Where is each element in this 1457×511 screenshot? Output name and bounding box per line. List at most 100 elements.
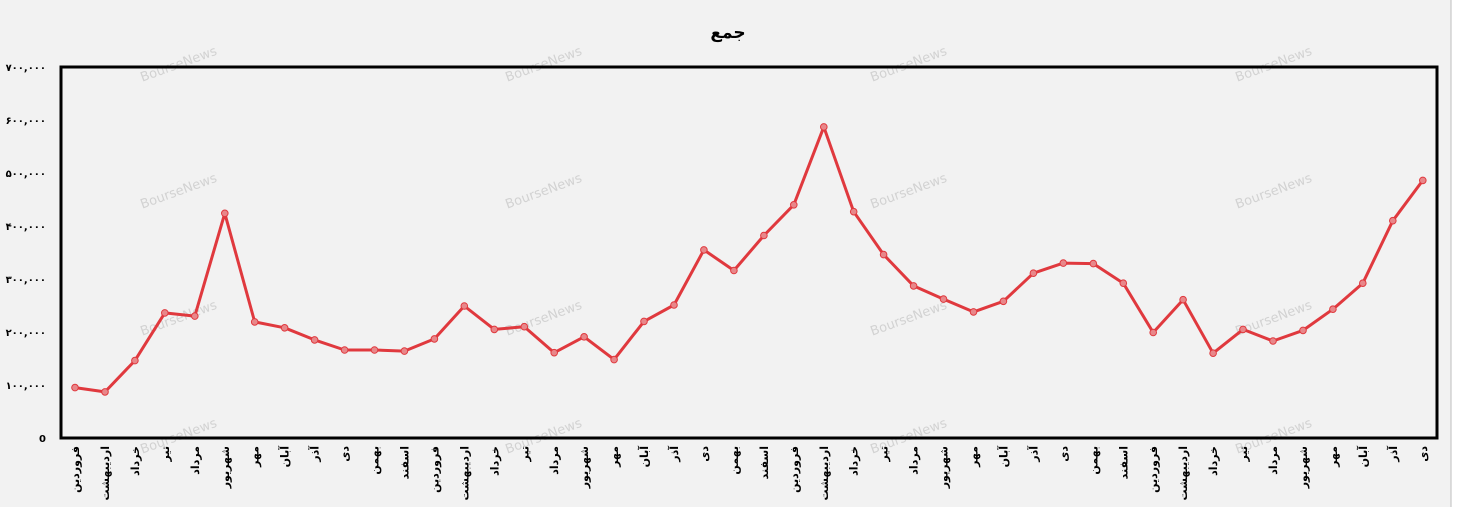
data-point <box>1329 305 1337 314</box>
data-point <box>400 347 409 355</box>
data-point <box>790 201 798 209</box>
data-point <box>730 266 738 275</box>
data-point <box>580 333 588 341</box>
x-tick-label: آبان <box>637 446 651 468</box>
x-tick-label: آذر <box>1386 446 1400 463</box>
x-tick-label: آذر <box>308 446 322 463</box>
data-point <box>221 209 229 218</box>
data-point <box>131 356 139 365</box>
data-point <box>969 308 978 316</box>
x-tick-label: مرداد <box>548 446 561 475</box>
data-point <box>550 348 559 357</box>
x-tick-label: مرداد <box>189 446 202 475</box>
data-point <box>1209 349 1217 358</box>
y-tick-label: ۴۰۰,۰۰۰ <box>6 222 46 233</box>
data-point <box>849 207 858 216</box>
y-tick-label: ۷۰۰,۰۰۰ <box>6 63 46 74</box>
x-tick-label: اسفند <box>1117 446 1130 479</box>
data-point <box>1029 269 1038 278</box>
x-tick-label: بهمن <box>1087 446 1100 475</box>
x-tick-label: شهریور <box>578 446 591 489</box>
data-point <box>310 336 319 344</box>
x-tick-label: اردیبهشت <box>99 446 112 500</box>
data-point <box>1239 325 1247 334</box>
x-tick-label: شهریور <box>1297 446 1310 489</box>
x-tick-label: فروردین <box>1147 446 1160 493</box>
x-tick-label: خرداد <box>1207 446 1220 476</box>
data-point <box>490 325 499 334</box>
data-point <box>1059 259 1068 267</box>
y-tick-label: ۵۰۰,۰۰۰ <box>6 169 46 180</box>
y-tick-label: ۲۰۰,۰۰۰ <box>6 328 46 339</box>
x-tick-label: مرداد <box>908 446 921 475</box>
y-tick-label: ۳۰۰,۰۰۰ <box>6 275 46 286</box>
data-point <box>1389 216 1397 225</box>
y-tick-label: ۶۰۰,۰۰۰ <box>6 116 46 127</box>
y-tick-label: ۱۰۰,۰۰۰ <box>6 381 46 392</box>
x-tick-label: خرداد <box>848 446 861 476</box>
x-tick-label: خرداد <box>129 446 142 476</box>
data-point <box>280 324 289 332</box>
x-tick-label: آبان <box>1356 446 1370 468</box>
data-point <box>879 250 888 259</box>
x-tick-label: فروردین <box>788 446 801 493</box>
x-axis: فروردین اردیبهشت خرداد تیر مرداد شهریور مهر آبا… <box>69 446 1430 501</box>
data-point <box>1299 326 1307 335</box>
x-tick-label: تیر <box>518 446 531 462</box>
data-point <box>1419 176 1427 185</box>
series-line <box>73 125 1425 394</box>
data-point <box>1179 295 1187 304</box>
data-point <box>101 388 109 396</box>
data-point <box>909 282 918 290</box>
data-point <box>520 322 529 331</box>
data-point <box>71 383 79 392</box>
x-tick-label: بهمن <box>728 446 741 475</box>
data-point <box>999 297 1008 306</box>
x-tick-label: مهر <box>968 446 981 468</box>
data-point <box>1089 259 1098 268</box>
data-point <box>939 295 948 303</box>
y-axis: 0 ۱۰۰,۰۰۰ ۲۰۰,۰۰۰ ۳۰۰,۰۰۰ ۴۰۰,۰۰۰ ۵۰۰,۰۰۰ ۶۰۰,… <box>6 63 46 445</box>
data-point <box>460 302 469 310</box>
x-tick-label: آبان <box>278 446 292 468</box>
data-point <box>340 346 349 354</box>
data-point <box>760 231 768 240</box>
x-tick-label: اسفند <box>398 446 411 479</box>
data-point <box>1149 328 1157 337</box>
data-point <box>1119 279 1128 288</box>
data-point <box>610 355 618 364</box>
series-layer <box>71 123 1427 396</box>
y-tick-label: 0 <box>39 434 46 445</box>
data-point <box>1359 279 1367 288</box>
x-tick-label: فروردین <box>69 446 82 493</box>
x-tick-label: اردیبهشت <box>458 446 471 500</box>
x-tick-label: خرداد <box>488 446 501 476</box>
data-point <box>370 346 379 354</box>
x-tick-label: اسفند <box>758 446 771 479</box>
x-tick-label: دی <box>698 446 711 462</box>
data-point <box>670 301 678 309</box>
x-tick-label: مهر <box>608 446 621 468</box>
x-tick-label: دی <box>1417 446 1430 462</box>
x-tick-label: شهریور <box>938 446 951 489</box>
x-tick-label: آذر <box>667 446 681 463</box>
x-tick-label: تیر <box>159 446 172 462</box>
x-tick-label: فروردین <box>428 446 441 493</box>
x-tick-label: آبان <box>996 446 1010 468</box>
x-tick-label: اردیبهشت <box>818 446 831 500</box>
data-point <box>161 309 169 317</box>
x-tick-label: دی <box>339 446 352 462</box>
x-tick-label: مرداد <box>1267 446 1280 475</box>
data-point <box>1269 337 1277 345</box>
x-tick-label: مهر <box>1327 446 1340 468</box>
x-tick-label: اردیبهشت <box>1177 446 1190 500</box>
x-tick-label: آذر <box>1026 446 1040 463</box>
x-tick-label: مهر <box>249 446 262 468</box>
data-point <box>820 123 828 131</box>
data-point <box>191 312 199 320</box>
x-tick-label: تیر <box>878 446 891 462</box>
data-point <box>250 318 259 326</box>
